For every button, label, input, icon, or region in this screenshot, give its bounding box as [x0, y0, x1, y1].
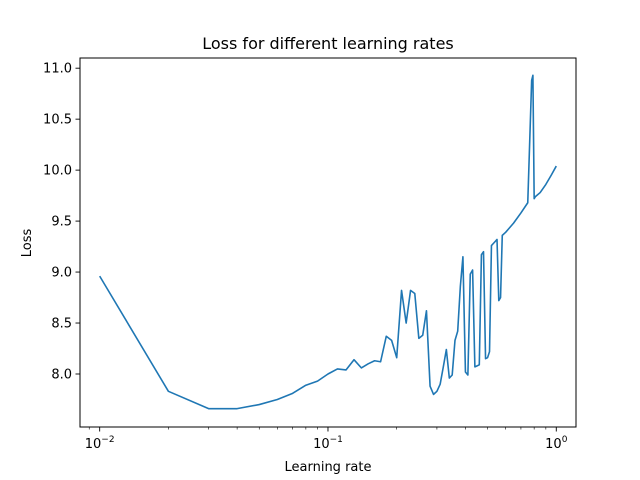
y-tick-label-2: 9.0: [51, 266, 72, 281]
x-axis-label: Learning rate: [285, 460, 372, 475]
x-tick-label-0: 10−2: [85, 435, 115, 452]
y-axis: 8.0 8.5 9.0 9.5 10.0 10.5 11.0: [43, 62, 80, 382]
y-axis-label: Loss: [20, 229, 35, 258]
x-axis: 10−2 10−1 100: [85, 427, 568, 452]
y-tick-label-4: 10.0: [43, 164, 72, 179]
y-tick-label-5: 10.5: [43, 113, 72, 128]
chart-title: Loss for different learning rates: [202, 34, 454, 53]
y-tick-label-0: 8.0: [51, 367, 72, 382]
x-tick-label-1: 10−1: [313, 435, 343, 452]
series-layer: [98, 74, 557, 410]
x-tick-label-2: 100: [545, 435, 568, 452]
series-line-0: [98, 74, 557, 410]
y-tick-label-6: 11.0: [43, 62, 72, 77]
y-tick-label-3: 9.5: [51, 215, 72, 230]
y-tick-label-1: 8.5: [51, 317, 72, 332]
